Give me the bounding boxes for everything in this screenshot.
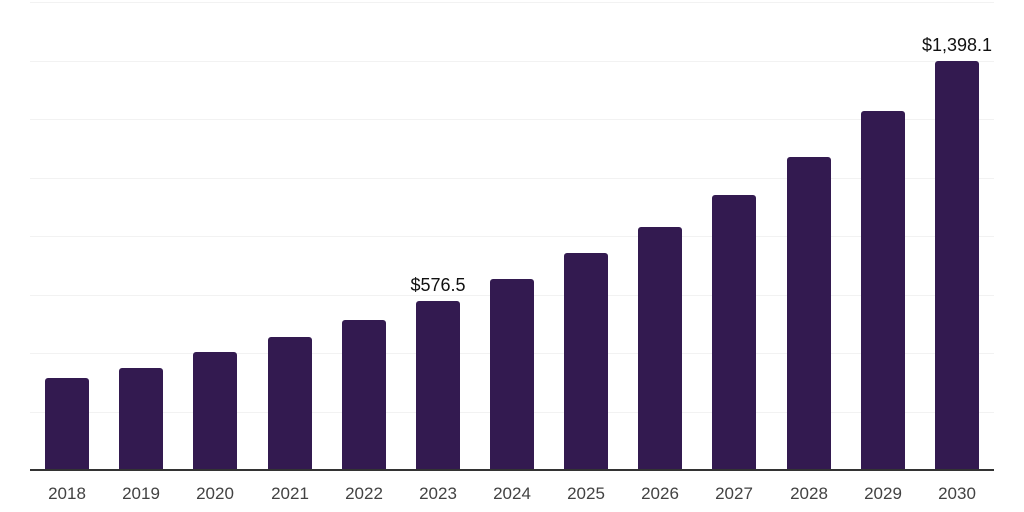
bar-2019[interactable] xyxy=(119,368,163,470)
x-tick-2019: 2019 xyxy=(122,484,160,503)
bar-2027[interactable] xyxy=(712,195,756,470)
gridline-1000 xyxy=(30,178,994,179)
x-tick-2020: 2020 xyxy=(196,484,234,503)
x-tick-2023: 2023 xyxy=(419,484,457,503)
x-tick-2024: 2024 xyxy=(493,484,531,503)
x-tick-2027: 2027 xyxy=(715,484,753,503)
bar-2030[interactable] xyxy=(935,61,979,470)
x-tick-2028: 2028 xyxy=(790,484,828,503)
bar-2026[interactable] xyxy=(638,227,682,470)
gridline-1400 xyxy=(30,61,994,62)
x-axis-line xyxy=(30,469,994,471)
bar-2023[interactable] xyxy=(416,301,460,470)
bar-2020[interactable] xyxy=(193,352,237,470)
x-tick-2029: 2029 xyxy=(864,484,902,503)
x-tick-2030: 2030 xyxy=(938,484,976,503)
bar-2025[interactable] xyxy=(564,253,608,470)
bar-2021[interactable] xyxy=(268,337,312,470)
gridline-1200 xyxy=(30,119,994,120)
data-label-2023: $576.5 xyxy=(410,275,466,295)
gridline-1600 xyxy=(30,2,994,3)
x-tick-2022: 2022 xyxy=(345,484,383,503)
x-tick-2018: 2018 xyxy=(48,484,86,503)
gridline-800 xyxy=(30,236,994,237)
x-tick-2026: 2026 xyxy=(641,484,679,503)
bar-2029[interactable] xyxy=(861,111,905,470)
x-tick-2021: 2021 xyxy=(271,484,309,503)
bar-2028[interactable] xyxy=(787,157,831,470)
bar-2024[interactable] xyxy=(490,279,534,470)
bar-2018[interactable] xyxy=(45,378,89,470)
x-tick-2025: 2025 xyxy=(567,484,605,503)
bar-2022[interactable] xyxy=(342,320,386,470)
data-label-2030: $1,398.1 xyxy=(921,35,993,55)
